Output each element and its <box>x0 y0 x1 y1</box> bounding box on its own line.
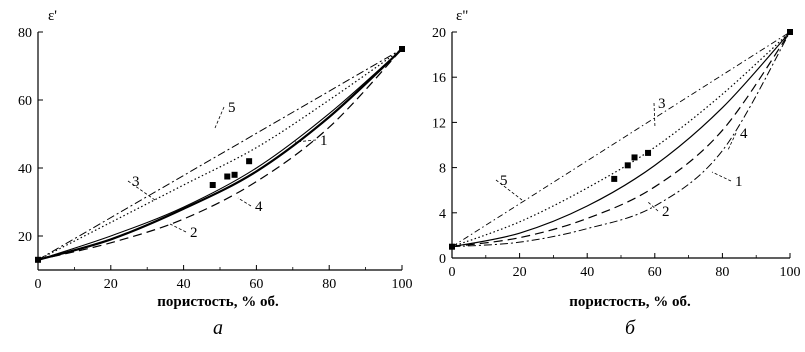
y-tick-label: 0 <box>439 252 446 267</box>
data-point <box>645 149 652 156</box>
x-axis-label-a: пористость, % об. <box>157 294 279 310</box>
data-point <box>209 182 216 188</box>
series-line-2 <box>451 31 791 248</box>
series-label-2: 2 <box>190 225 198 241</box>
series-label-1: 1 <box>735 174 743 190</box>
data-point <box>787 29 793 35</box>
y-tick-label: 20 <box>432 26 446 41</box>
data-point <box>624 162 631 169</box>
data-point <box>399 46 405 52</box>
series-label-leader <box>169 223 187 233</box>
y-axis-label-a: ε' <box>48 8 57 24</box>
panel-a: 0 20 40 60 80 100 20 40 60 80 1 2 3 4 5 ε' пористость,… <box>18 8 413 339</box>
data-point <box>246 158 253 165</box>
series-label-leader <box>214 106 225 129</box>
series-label-4: 4 <box>255 199 263 215</box>
series-label-leader <box>647 201 659 212</box>
series-label-leader <box>711 171 732 182</box>
x-tick-label: 100 <box>392 277 413 292</box>
series-label-leader <box>127 180 156 201</box>
series-line-5 <box>37 48 403 261</box>
data-point <box>231 171 238 178</box>
series-label-leader <box>294 139 317 143</box>
data-point <box>449 243 455 250</box>
y-tick-label: 8 <box>439 162 446 177</box>
y-tick-label: 16 <box>432 71 446 86</box>
x-tick-label: 40 <box>580 265 594 280</box>
y-tick-label: 12 <box>432 116 446 131</box>
x-tick-label: 100 <box>780 265 801 280</box>
series-line-1 <box>37 48 403 261</box>
y-tick-label: 20 <box>18 230 32 245</box>
x-tick-label: 0 <box>35 277 42 292</box>
series-label-3: 3 <box>132 174 140 190</box>
plot-area-a: 0 20 40 60 80 100 20 40 60 80 1 2 3 4 5 <box>18 26 413 292</box>
panel-label-a: а <box>213 317 223 339</box>
series-label-leader <box>653 102 656 129</box>
series-label-leader <box>727 132 737 151</box>
series-label-leader <box>237 197 252 207</box>
data-point <box>35 256 41 263</box>
panel-label-b: б <box>625 317 636 339</box>
series-line-4 <box>37 48 403 261</box>
x-tick-label: 20 <box>104 277 118 292</box>
series-line-2 <box>37 48 403 261</box>
x-tick-label: 80 <box>715 265 729 280</box>
series-label-3: 3 <box>658 96 666 112</box>
data-point <box>631 154 638 161</box>
data-point <box>611 175 618 182</box>
series-line-3 <box>37 48 403 261</box>
series-label-1: 1 <box>320 133 328 149</box>
x-tick-label: 80 <box>322 277 336 292</box>
series-line-1 <box>451 31 791 248</box>
series-line-5 <box>451 31 791 248</box>
data-point <box>224 173 231 180</box>
y-tick-label: 4 <box>439 207 446 222</box>
x-tick-label: 60 <box>648 265 662 280</box>
x-axis-label-b: пористость, % об. <box>569 294 691 310</box>
series-label-4: 4 <box>740 126 748 142</box>
x-tick-label: 60 <box>249 277 263 292</box>
y-tick-label: 60 <box>18 94 32 109</box>
y-tick-label: 40 <box>18 162 32 177</box>
x-tick-label: 40 <box>177 277 191 292</box>
series-line-4 <box>451 31 791 248</box>
x-tick-label: 0 <box>449 265 456 280</box>
y-axis-label-b: ε" <box>456 8 468 24</box>
series-label-2: 2 <box>662 204 670 220</box>
y-tick-label: 80 <box>18 26 32 41</box>
x-tick-label: 20 <box>513 265 527 280</box>
series-label-5: 5 <box>500 173 508 189</box>
series-label-leader <box>495 179 523 201</box>
series-label-5: 5 <box>228 100 236 116</box>
